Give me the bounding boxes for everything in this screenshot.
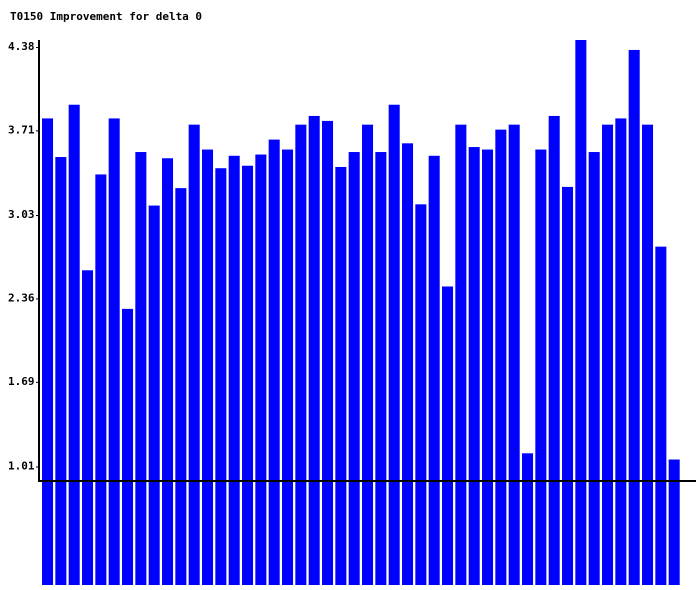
bar: [82, 270, 94, 585]
bar: [442, 286, 454, 585]
bar: [68, 104, 80, 585]
bar: [482, 149, 494, 585]
bar: [215, 168, 227, 586]
bar: [402, 143, 414, 586]
bar: [202, 149, 214, 585]
bar: [135, 152, 147, 585]
y-tick-label: 3.71: [8, 123, 35, 136]
bar: [548, 115, 560, 586]
bar: [255, 154, 267, 586]
bar: [148, 205, 160, 585]
bar: [668, 459, 680, 585]
bar: [468, 147, 480, 586]
bar: [268, 139, 280, 585]
bar: [362, 124, 374, 585]
bar: [228, 155, 240, 585]
bar: [335, 166, 347, 585]
bar: [562, 186, 574, 585]
bars: [42, 40, 680, 586]
bar: [428, 155, 440, 585]
bar: [242, 165, 254, 585]
bar: [495, 129, 507, 586]
bar: [508, 124, 520, 585]
chart-title: T0150 Improvement for delta 0: [10, 10, 202, 23]
bar: [615, 118, 627, 585]
bar: [308, 115, 320, 586]
bar: [575, 40, 587, 585]
bar: [188, 124, 200, 585]
bar: [282, 149, 294, 585]
y-tick-label: 1.69: [8, 375, 35, 388]
y-tick-label: 4.38: [8, 40, 35, 53]
bar: [348, 152, 360, 585]
bar: [108, 118, 120, 585]
bar: [642, 124, 654, 585]
bar: [628, 49, 640, 586]
bar: [455, 124, 467, 585]
y-tick-label: 1.01: [8, 459, 35, 472]
bar: [588, 152, 600, 585]
bar: [95, 174, 107, 585]
bar: [415, 204, 427, 585]
bar: [602, 124, 614, 585]
bar: [42, 118, 54, 585]
y-tick-label: 3.03: [8, 208, 35, 221]
bar: [295, 124, 307, 585]
bar: [655, 246, 667, 585]
bar: [388, 104, 400, 585]
bar: [162, 158, 174, 585]
bar: [122, 308, 134, 585]
bar: [535, 149, 547, 585]
y-tick-label: 2.36: [8, 291, 35, 304]
bar: [55, 157, 67, 585]
bar: [175, 188, 187, 585]
bar: [375, 152, 387, 585]
bar: [522, 453, 534, 585]
bar: [322, 120, 334, 585]
